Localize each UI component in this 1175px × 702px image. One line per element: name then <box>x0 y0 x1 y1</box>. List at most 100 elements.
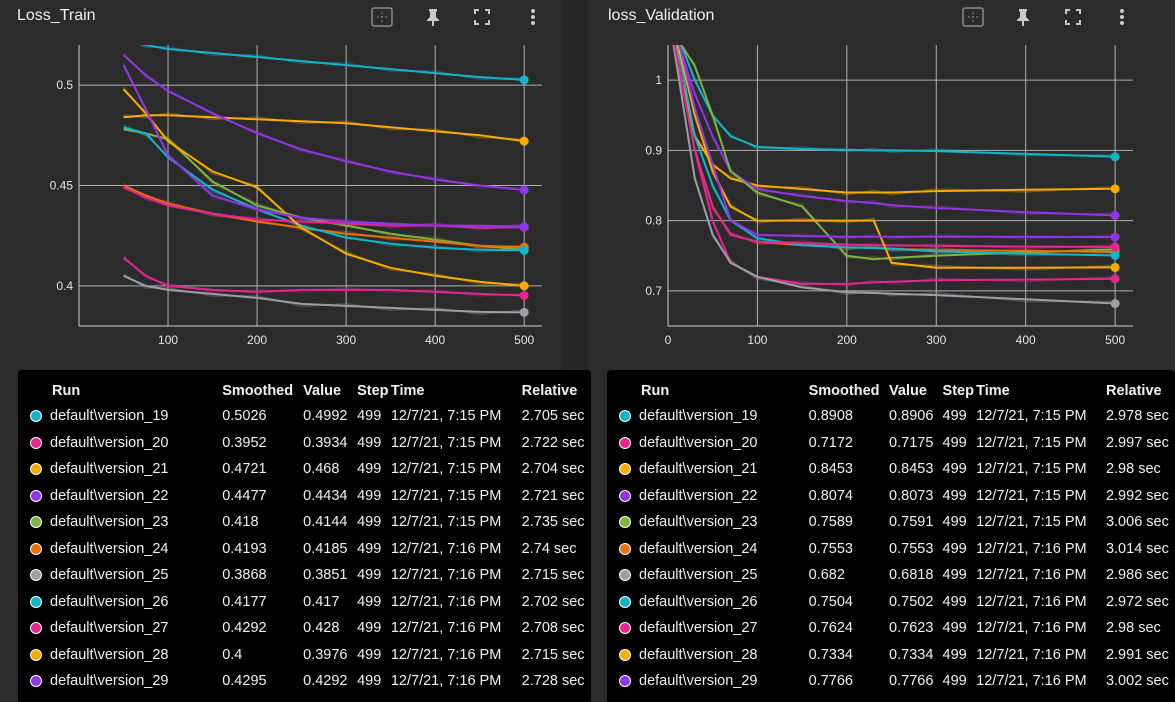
x-tick-label: 200 <box>247 333 267 347</box>
legend-header-row: Run Smoothed Value Step Time Relative <box>30 382 591 403</box>
legend-cell-relative: 2.978 sec <box>1105 408 1169 425</box>
legend-row: default\version_22 0.8074 0.8073 499 12/7/21… <box>619 483 1175 510</box>
series-end-point[interactable] <box>1110 242 1120 252</box>
legend-header-step: Step <box>357 382 389 399</box>
series-end-point[interactable] <box>1110 232 1120 242</box>
pin-icon[interactable] <box>1011 5 1035 29</box>
loss-validation-card: loss_Validation 0 100 200 300 400 500 0.7 0.8 0.… <box>588 0 1175 370</box>
legend-cell-step: 499 <box>357 461 382 478</box>
series-raw-line <box>679 45 1116 261</box>
legend-row: default\version_25 0.3868 0.3851 499 12/7/21… <box>30 562 591 589</box>
series-end-point[interactable] <box>519 281 529 291</box>
legend-cell-time: 12/7/21, 7:15 PM <box>390 487 502 504</box>
series-line[interactable] <box>123 274 525 314</box>
legend-cell-smoothed: 0.7553 <box>808 540 853 557</box>
series-line[interactable] <box>668 10 1116 248</box>
legend-cell-smoothed: 0.4477 <box>222 487 267 504</box>
series-line[interactable] <box>668 10 1116 158</box>
legend-cell-step: 499 <box>942 593 967 610</box>
series-end-point[interactable] <box>519 307 529 317</box>
series-line[interactable] <box>668 10 1116 257</box>
legend-cell-time: 12/7/21, 7:15 PM <box>976 487 1087 504</box>
legend-cell-value: 0.3851 <box>303 567 348 584</box>
more-icon[interactable] <box>1110 5 1134 29</box>
legend-row: default\version_22 0.4477 0.4434 499 12/7/21… <box>30 483 591 510</box>
series-line[interactable] <box>668 10 1116 253</box>
fullscreen-icon[interactable] <box>470 5 494 29</box>
series-end-point[interactable] <box>519 185 529 195</box>
legend-row: default\version_29 0.7766 0.7766 499 12/7/21… <box>619 668 1175 695</box>
legend-cell-smoothed: 0.3952 <box>222 434 267 451</box>
series-end-point[interactable] <box>519 245 529 255</box>
legend-cell-step: 499 <box>357 540 382 557</box>
run-color-dot <box>619 675 631 688</box>
series-end-point[interactable] <box>519 290 529 300</box>
series-line[interactable] <box>668 10 1116 305</box>
legend-cell-smoothed: 0.4721 <box>222 461 267 478</box>
series-end-point[interactable] <box>1110 299 1120 309</box>
legend-cell-smoothed: 0.5026 <box>222 408 267 425</box>
legend-cell-time: 12/7/21, 7:15 PM <box>976 514 1087 531</box>
legend-cell-step: 499 <box>942 567 967 584</box>
series-line[interactable] <box>668 10 1116 269</box>
fit-domain-icon[interactable] <box>370 5 394 29</box>
run-color-dot <box>30 648 42 661</box>
series-end-point[interactable] <box>1110 274 1120 284</box>
series-line[interactable] <box>123 186 525 229</box>
legend-cell-run: default\version_28 <box>30 642 222 669</box>
legend-cell-value: 0.7766 <box>889 673 934 690</box>
legend-row: default\version_24 0.7553 0.7553 499 12/7/21… <box>619 536 1175 563</box>
series-end-point[interactable] <box>1110 152 1120 162</box>
pin-icon[interactable] <box>421 5 445 29</box>
series-end-point[interactable] <box>519 75 529 85</box>
series-raw-line <box>123 182 525 249</box>
legend-cell-run: default\version_20 <box>619 430 809 457</box>
series-line[interactable] <box>668 10 1116 217</box>
series-line[interactable] <box>123 114 525 143</box>
legend-cell-time: 12/7/21, 7:16 PM <box>976 620 1087 637</box>
legend-cell-relative: 2.735 sec <box>521 514 585 531</box>
series-end-point[interactable] <box>1110 184 1120 194</box>
series-end-point[interactable] <box>519 222 529 232</box>
legend-row: default\version_19 0.5026 0.4992 499 12/7/21… <box>30 403 591 430</box>
legend-row: default\version_21 0.8453 0.8453 499 12/7/21… <box>619 456 1175 483</box>
legend-cell-run: default\version_26 <box>30 589 222 616</box>
legend-run-name: default\version_29 <box>639 673 758 690</box>
series-line[interactable] <box>122 88 525 287</box>
series-line[interactable] <box>668 10 1116 285</box>
series-group <box>122 41 525 315</box>
series-line[interactable] <box>122 257 525 297</box>
legend-cell-step: 499 <box>357 646 382 663</box>
legend-row: default\version_29 0.4295 0.4292 499 12/7/21… <box>30 668 591 695</box>
series-line[interactable] <box>124 41 525 81</box>
legend-cell-time: 12/7/21, 7:16 PM <box>390 620 502 637</box>
series-line[interactable] <box>668 10 1116 194</box>
more-icon[interactable] <box>521 5 545 29</box>
legend-cell-run: default\version_21 <box>619 456 809 483</box>
series-end-point[interactable] <box>1110 262 1120 272</box>
legend-cell-relative: 2.74 sec <box>521 540 577 557</box>
legend-header-run: Run <box>52 382 81 399</box>
legend-cell-time: 12/7/21, 7:16 PM <box>976 540 1087 557</box>
series-end-point[interactable] <box>1110 210 1120 220</box>
legend-cell-value: 0.7175 <box>889 434 934 451</box>
x-tick-label: 400 <box>1016 333 1036 347</box>
legend-row: default\version_20 0.3952 0.3934 499 12/7/21… <box>30 430 591 457</box>
series-line[interactable] <box>123 126 525 252</box>
series-line[interactable] <box>668 10 1116 239</box>
series-line[interactable] <box>122 64 525 228</box>
legend-run-name: default\version_19 <box>639 408 758 425</box>
loss-validation-plot[interactable]: 0 100 200 300 400 500 0.7 0.8 0.9 1 <box>588 0 1175 370</box>
loss-train-plot[interactable]: 100 200 300 400 500 0.4 0.45 0.5 <box>0 0 562 370</box>
legend-cell-smoothed: 0.8074 <box>808 487 853 504</box>
series-line[interactable] <box>668 10 1116 261</box>
series-end-point[interactable] <box>1110 250 1120 260</box>
fit-domain-icon[interactable] <box>961 5 985 29</box>
legend-cell-step: 499 <box>942 434 967 451</box>
legend-table: Run Smoothed Value Step Time Relative default\… <box>619 382 1175 695</box>
series-end-point[interactable] <box>519 136 529 146</box>
fullscreen-icon[interactable] <box>1061 5 1085 29</box>
series-line[interactable] <box>123 184 525 249</box>
legend-run-name: default\version_28 <box>639 646 758 663</box>
series-line[interactable] <box>122 54 525 192</box>
